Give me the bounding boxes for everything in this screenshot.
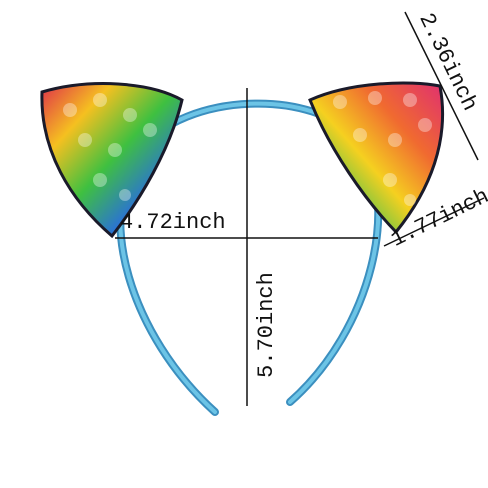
right-ear: [308, 81, 445, 235]
height-label: 5.70inch: [254, 272, 279, 378]
measure-lines: [115, 11, 485, 406]
width-label: 4.72inch: [120, 210, 226, 235]
headband: [116, 99, 383, 416]
left-ear: [40, 82, 184, 239]
